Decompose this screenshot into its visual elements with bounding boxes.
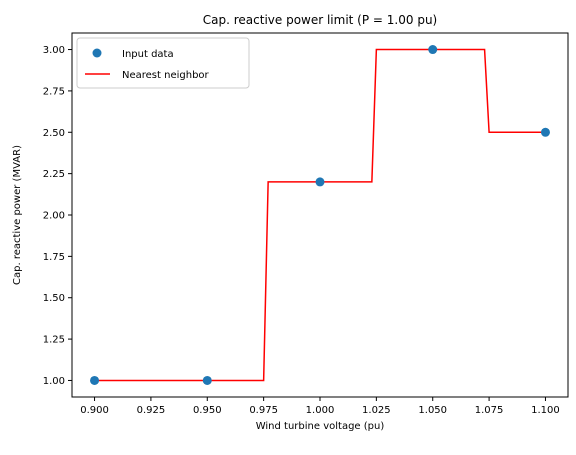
- y-tick-label: 3.00: [43, 45, 65, 56]
- legend-marker-input-data: [92, 48, 102, 58]
- x-tick-label: 1.100: [531, 405, 560, 416]
- series-line-nearest-neighbor: [94, 48, 546, 382]
- y-axis-label: Cap. reactive power (MVAR): [12, 145, 23, 285]
- x-axis-label: Wind turbine voltage (pu): [256, 421, 385, 432]
- legend-label-input-data: Input data: [122, 49, 174, 60]
- x-tick-label: 0.925: [137, 405, 166, 416]
- ticks-layer: 0.900 0.925 0.950 0.975 1.000 1.025 1.050 1.075…: [43, 45, 560, 416]
- x-tick-label: 1.050: [418, 405, 447, 416]
- y-tick-label: 1.75: [43, 252, 65, 263]
- y-tick-label: 1.00: [43, 376, 65, 387]
- x-tick-label: 1.075: [475, 405, 504, 416]
- legend: Input data Nearest neighbor: [76, 37, 250, 89]
- y-tick-label: 2.25: [43, 169, 65, 180]
- x-tick-label: 0.950: [193, 405, 222, 416]
- x-tick-label: 1.025: [362, 405, 391, 416]
- chart-title: Cap. reactive power limit (P = 1.00 pu): [203, 13, 437, 27]
- series-layer: [90, 45, 550, 385]
- legend-box: [76, 37, 250, 89]
- data-point: [315, 177, 325, 187]
- x-tick-label: 1.000: [306, 405, 335, 416]
- y-tick-label: 2.00: [43, 211, 65, 222]
- y-tick-label: 1.25: [43, 335, 65, 346]
- x-tick-label: 0.900: [80, 405, 109, 416]
- x-tick-label: 0.975: [249, 405, 278, 416]
- legend-label-nearest-neighbor: Nearest neighbor: [122, 70, 210, 81]
- y-tick-label: 1.50: [43, 293, 65, 304]
- data-point: [428, 45, 438, 55]
- data-point: [90, 375, 100, 385]
- y-tick-label: 2.50: [43, 128, 65, 139]
- y-tick-label: 2.75: [43, 86, 65, 97]
- data-point: [202, 375, 212, 385]
- data-point: [540, 127, 550, 137]
